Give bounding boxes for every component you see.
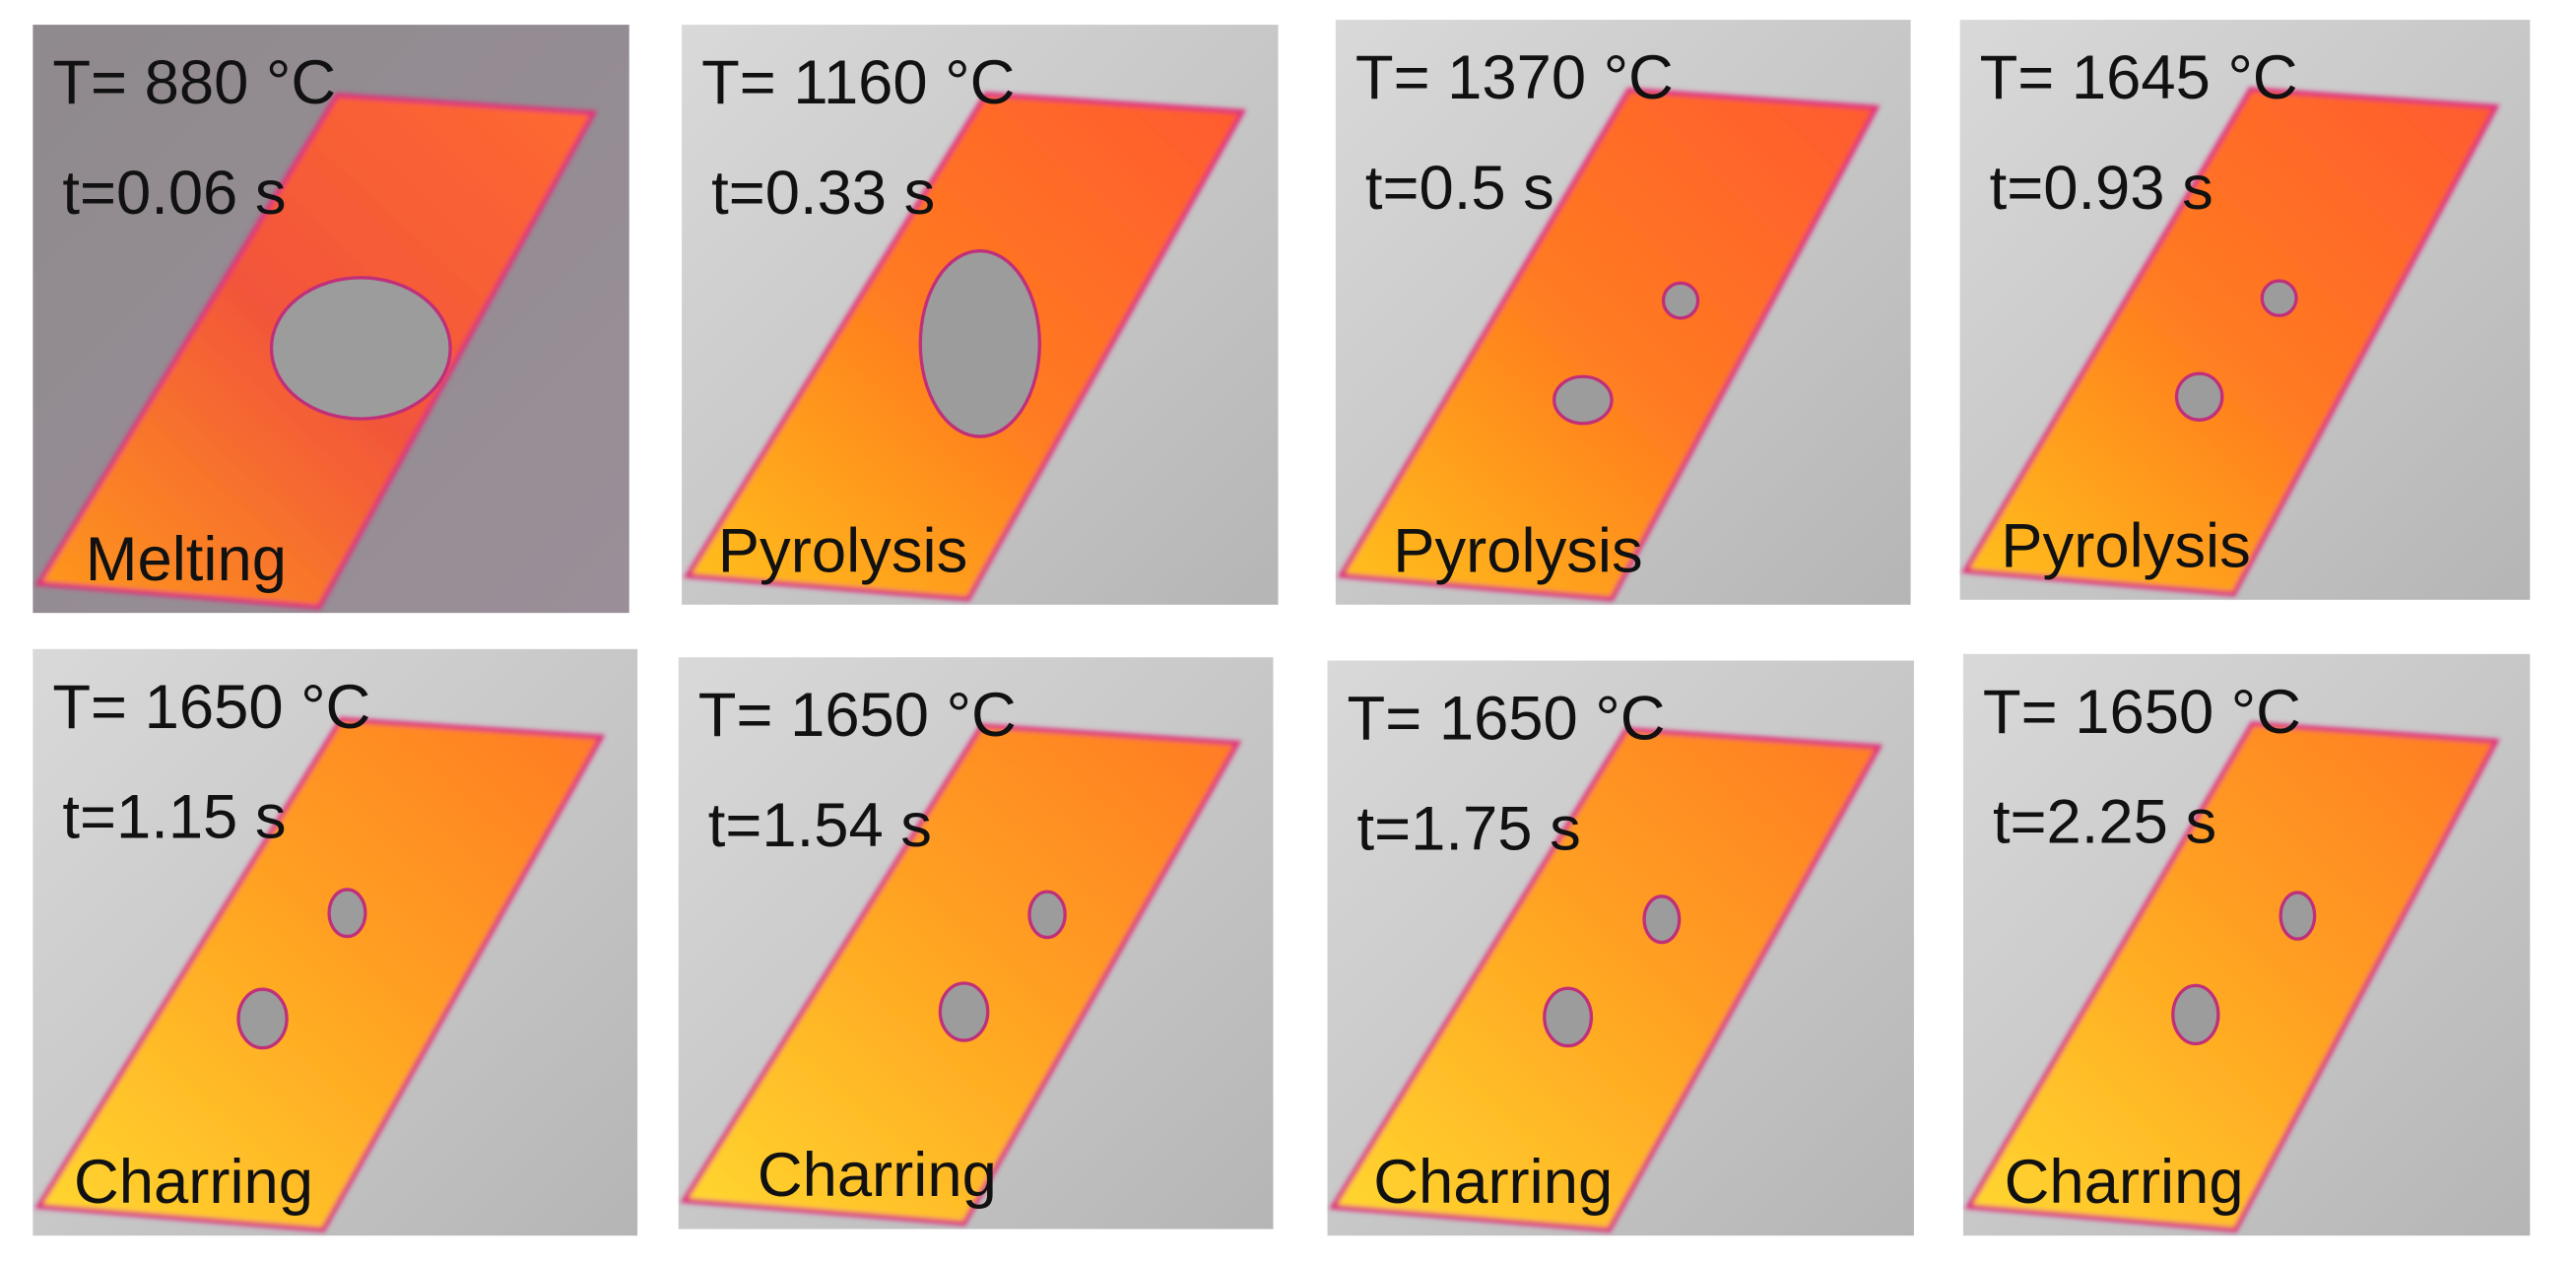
- stage-label: Charring: [74, 1148, 313, 1217]
- sample-hole: [2260, 279, 2298, 318]
- time-label: t=1.75 s: [1357, 794, 1581, 863]
- image-panel: T= 1370 °C t=0.5 s Pyrolysis: [1335, 20, 1911, 605]
- stage-label: Charring: [758, 1141, 997, 1210]
- sample-hole: [327, 888, 367, 939]
- time-label: t=0.5 s: [1365, 154, 1554, 223]
- sample-hole: [1027, 890, 1067, 940]
- stage-label: Melting: [86, 525, 287, 594]
- heated-sample: [1337, 87, 1881, 602]
- time-label: t=2.25 s: [1993, 788, 2216, 857]
- image-panel: T= 1650 °C t=1.15 s Charring: [33, 648, 638, 1236]
- sample-hole: [269, 276, 452, 421]
- stage-label: Charring: [1373, 1148, 1613, 1217]
- heated-sample: [1329, 726, 1883, 1233]
- temperature-label: T= 1650 °C: [52, 673, 370, 742]
- time-label: t=1.54 s: [708, 791, 932, 860]
- image-panel: T= 880 °C t=0.06 s Melting: [33, 25, 629, 614]
- temperature-label: T= 880 °C: [52, 48, 336, 117]
- stage-label: Charring: [2005, 1148, 2244, 1217]
- sample-hole: [1543, 986, 1594, 1048]
- image-panel: T= 1650 °C t=1.54 s Charring: [678, 657, 1274, 1229]
- image-panel: T= 1650 °C t=1.75 s Charring: [1327, 660, 1914, 1236]
- heated-sample: [1961, 87, 2500, 597]
- time-label: t=0.33 s: [711, 159, 935, 228]
- sample-hole: [236, 987, 289, 1050]
- temperature-label: T= 1650 °C: [1348, 685, 1666, 754]
- stage-label: Pyrolysis: [1393, 516, 1642, 585]
- time-label: t=0.06 s: [62, 159, 286, 228]
- heated-sample: [680, 723, 1242, 1227]
- time-label: t=1.15 s: [62, 783, 286, 852]
- sample-hole: [2171, 983, 2220, 1046]
- stage-label: Pyrolysis: [718, 516, 967, 585]
- sample-hole: [2279, 891, 2317, 941]
- sample-hole: [938, 981, 990, 1042]
- sample-hole: [1642, 895, 1682, 945]
- heated-sample: [34, 716, 606, 1232]
- image-panel: T= 1650 °C t=2.25 s Charring: [1962, 653, 2531, 1236]
- time-label: t=0.93 s: [1990, 154, 2213, 223]
- temperature-label: T= 1645 °C: [1980, 43, 2298, 112]
- stage-label: Pyrolysis: [2001, 511, 2250, 580]
- image-panel: T= 1645 °C t=0.93 s Pyrolysis: [1959, 20, 2531, 600]
- image-panel: T= 1160 °C t=0.33 s Pyrolysis: [682, 25, 1279, 605]
- temperature-label: T= 1160 °C: [701, 48, 1015, 117]
- temperature-label: T= 1650 °C: [698, 681, 1017, 750]
- temperature-label: T= 1370 °C: [1355, 43, 1674, 112]
- sample-hole: [1661, 281, 1700, 320]
- sample-hole: [2174, 371, 2224, 422]
- sample-hole: [1552, 374, 1614, 426]
- sample-hole: [918, 249, 1042, 438]
- temperature-label: T= 1650 °C: [1983, 678, 2301, 747]
- heated-sample: [1964, 721, 2500, 1232]
